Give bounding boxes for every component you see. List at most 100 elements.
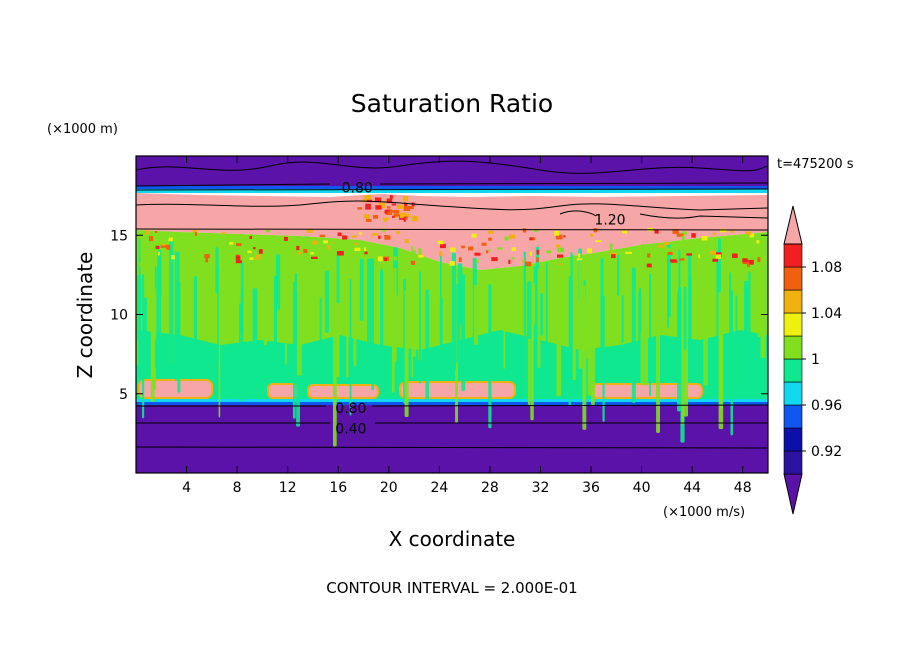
streak: [703, 294, 708, 386]
contour-label: 0.80: [342, 181, 373, 197]
speckle: [253, 247, 256, 250]
speckle: [326, 245, 331, 250]
speckle: [204, 254, 210, 259]
plume-speckle: [403, 206, 411, 211]
speckle: [198, 236, 204, 240]
speckle: [372, 247, 379, 252]
colorbar-swatch: [783, 427, 803, 452]
speckle: [686, 253, 692, 256]
contour-upper-band: [136, 200, 768, 211]
speckle: [511, 257, 515, 260]
speckle: [579, 263, 586, 266]
streak: [461, 274, 466, 391]
speckle: [481, 242, 487, 246]
contour-interval-footer: CONTOUR INTERVAL = 2.000E-01: [326, 579, 577, 597]
colorbar-swatch: [783, 335, 803, 360]
streak: [667, 243, 671, 317]
speckle: [610, 252, 617, 255]
speckle: [574, 260, 578, 264]
contour-labels: 0.80 1.20 0.80 0.40: [335, 181, 625, 438]
contour-label: 1.20: [594, 212, 625, 228]
speckle: [742, 258, 748, 263]
speckle: [458, 257, 462, 262]
streak: [638, 287, 642, 333]
colorbar: 0.92 0.96 1 1.04 1.08: [783, 205, 842, 515]
streak: [324, 270, 329, 333]
streak: [716, 250, 719, 361]
streak: [333, 297, 337, 447]
speckle: [164, 234, 169, 239]
speckle: [236, 243, 242, 247]
x-tick-label: 24: [430, 480, 448, 496]
streak: [243, 242, 248, 313]
speckle: [497, 247, 503, 250]
speckle: [558, 263, 562, 266]
colorbar-bottom-arrow: [783, 473, 803, 515]
speckle: [410, 260, 416, 265]
colorbar-swatch: [783, 450, 803, 475]
speckle: [255, 254, 261, 260]
speckle: [449, 261, 455, 266]
streak: [744, 280, 749, 388]
streak: [760, 264, 766, 358]
streak: [336, 255, 340, 304]
streak: [353, 279, 357, 367]
speckle: [418, 254, 424, 258]
layer-top-dry: [136, 156, 768, 190]
speckle: [663, 241, 670, 245]
x-tick-label: 32: [532, 480, 550, 496]
streak: [238, 250, 241, 304]
streak: [451, 252, 456, 371]
plume-speckle: [394, 209, 400, 214]
x-tick-label: 44: [683, 480, 701, 496]
speckle: [679, 258, 685, 261]
streak: [677, 291, 681, 412]
speckle: [146, 230, 150, 235]
speckle: [557, 254, 564, 258]
speckle: [522, 228, 527, 233]
colorbar-swatch: [783, 243, 803, 268]
streak: [649, 273, 651, 397]
streak: [568, 276, 571, 406]
colorbar-swatch: [783, 404, 803, 429]
layer-top-transition-blue: [136, 186, 768, 190]
speckle: [235, 255, 241, 261]
speckle: [691, 258, 696, 262]
streak: [582, 296, 587, 430]
chart-title: Saturation Ratio: [351, 89, 553, 118]
speckle: [595, 240, 602, 243]
plume-speckle: [365, 218, 372, 222]
speckle: [676, 233, 684, 237]
plume-speckle: [404, 202, 408, 208]
speckle: [197, 243, 204, 248]
streak: [488, 284, 492, 429]
speckle: [491, 257, 498, 262]
speckle: [611, 254, 616, 259]
plume-speckle: [386, 198, 393, 203]
streak: [440, 251, 442, 298]
plume-speckle: [402, 196, 409, 202]
contour-top-thin: [136, 160, 768, 174]
speckle: [157, 247, 164, 250]
y-tick-label: 15: [110, 228, 128, 244]
y-unit-label: (×1000 m): [47, 122, 118, 137]
plume-speckle: [393, 213, 400, 217]
streak: [656, 292, 660, 433]
speckle: [154, 249, 158, 253]
speckle: [757, 257, 761, 263]
plume-speckle: [364, 195, 372, 200]
speckle: [461, 245, 466, 249]
speckle: [674, 247, 677, 251]
speckle: [554, 230, 560, 236]
speckle: [284, 236, 288, 241]
speckle: [487, 230, 494, 234]
speckle: [440, 243, 446, 249]
x-tick-label: 36: [582, 480, 600, 496]
speckle: [508, 234, 516, 239]
speckle: [622, 229, 625, 232]
speckle: [168, 237, 173, 242]
streak: [371, 258, 374, 391]
speckle: [384, 257, 388, 262]
streak: [701, 245, 703, 339]
